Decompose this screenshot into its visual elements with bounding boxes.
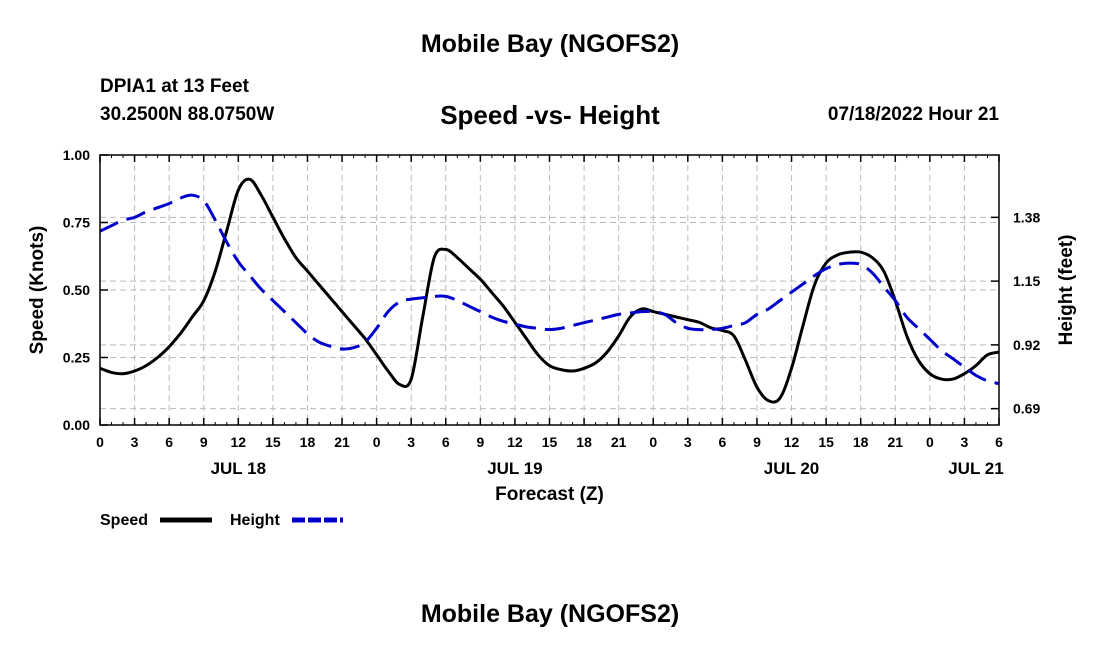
x-tick-label: 12 [784, 434, 800, 450]
x-tick-label: 6 [995, 434, 1003, 450]
x-tick-label: 15 [265, 434, 281, 450]
x-tick-label: 18 [853, 434, 869, 450]
y2-axis-label: Height (feet) [1056, 235, 1077, 346]
y-tick-label: 0.00 [63, 417, 90, 433]
x-tick-label: 21 [887, 434, 903, 450]
x-tick-label: 6 [718, 434, 726, 450]
x-tick-label: 0 [926, 434, 934, 450]
y2-tick-label: 1.15 [1013, 273, 1040, 289]
x-tick-label: 3 [684, 434, 692, 450]
forecast-datetime: 07/18/2022 Hour 21 [827, 104, 999, 125]
x-tick-label: 12 [507, 434, 523, 450]
y2-tick-label: 0.92 [1013, 337, 1040, 353]
date-label: JUL 20 [764, 459, 819, 478]
x-tick-label: 0 [96, 434, 104, 450]
chart-title: Speed -vs- Height [440, 100, 660, 130]
x-tick-label: 6 [442, 434, 450, 450]
y-tick-label: 0.50 [63, 282, 90, 298]
date-label: JUL 19 [487, 459, 542, 478]
x-tick-label: 9 [476, 434, 484, 450]
y-tick-label: 0.25 [63, 350, 90, 366]
legend-speed-label: Speed [100, 512, 148, 529]
x-axis-label: Forecast (Z) [495, 484, 604, 505]
x-tick-label: 18 [576, 434, 592, 450]
grid-layer [100, 155, 999, 425]
date-label: JUL 21 [948, 459, 1003, 478]
legend: Speed Height [100, 512, 343, 529]
footer-title: Mobile Bay (NGOFS2) [420, 600, 680, 628]
y-tick-label: 1.00 [63, 147, 90, 163]
station-label: DPIA1 at 13 Feet [100, 76, 249, 97]
series-layer [99, 177, 1000, 404]
axis-layer: 0 3 6 9 12 15 18 21 0 3 6 9 12 15 18 21 0 3 6 9 12 15 18 21 0 3 6 J… [63, 147, 1041, 478]
legend-height-label: Height [230, 512, 280, 529]
x-tick-label: 18 [300, 434, 316, 450]
series-speed-line [99, 177, 1000, 404]
y2-tick-label: 1.38 [1013, 209, 1040, 225]
page-title: Mobile Bay (NGOFS2) [420, 30, 680, 58]
x-tick-label: 3 [961, 434, 969, 450]
coordinates-label: 30.2500N 88.0750W [100, 104, 275, 125]
x-tick-label: 3 [407, 434, 415, 450]
x-tick-label: 15 [818, 434, 834, 450]
y-axis-label: Speed (Knots) [27, 226, 48, 355]
x-tick-label: 3 [131, 434, 139, 450]
x-tick-label: 21 [334, 434, 350, 450]
x-tick-label: 9 [753, 434, 761, 450]
series-height-line [99, 193, 1000, 386]
x-tick-label: 6 [165, 434, 173, 450]
x-tick-label: 0 [649, 434, 657, 450]
x-tick-label: 15 [542, 434, 558, 450]
y-tick-label: 0.75 [63, 215, 90, 231]
date-label: JUL 18 [211, 459, 266, 478]
x-tick-label: 9 [200, 434, 208, 450]
x-tick-label: 12 [231, 434, 247, 450]
x-tick-label: 0 [373, 434, 381, 450]
x-tick-label: 21 [611, 434, 627, 450]
y2-tick-label: 0.69 [1013, 401, 1040, 417]
